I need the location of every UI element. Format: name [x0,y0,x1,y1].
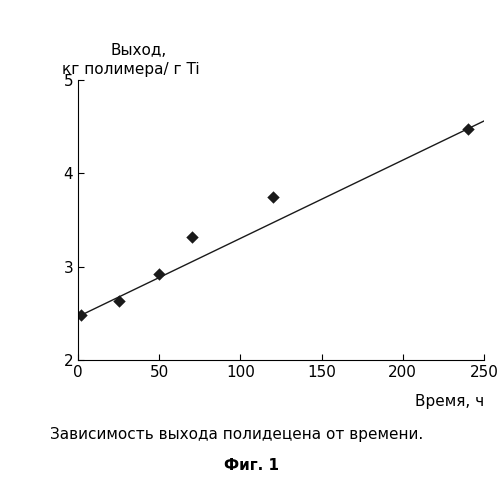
Point [115,297,123,305]
Point [77,311,85,319]
Point [187,233,196,241]
Text: Выход,: Выход, [110,42,167,58]
Point [269,192,277,200]
Text: Зависимость выхода полидецена от времени.: Зависимость выхода полидецена от времени… [50,428,424,442]
Point [155,270,163,278]
Point [464,126,472,134]
Text: Время, ч: Время, ч [415,394,484,408]
Text: кг полимера/ г Ti: кг полимера/ г Ti [62,62,200,77]
Text: Фиг. 1: Фиг. 1 [224,458,280,472]
